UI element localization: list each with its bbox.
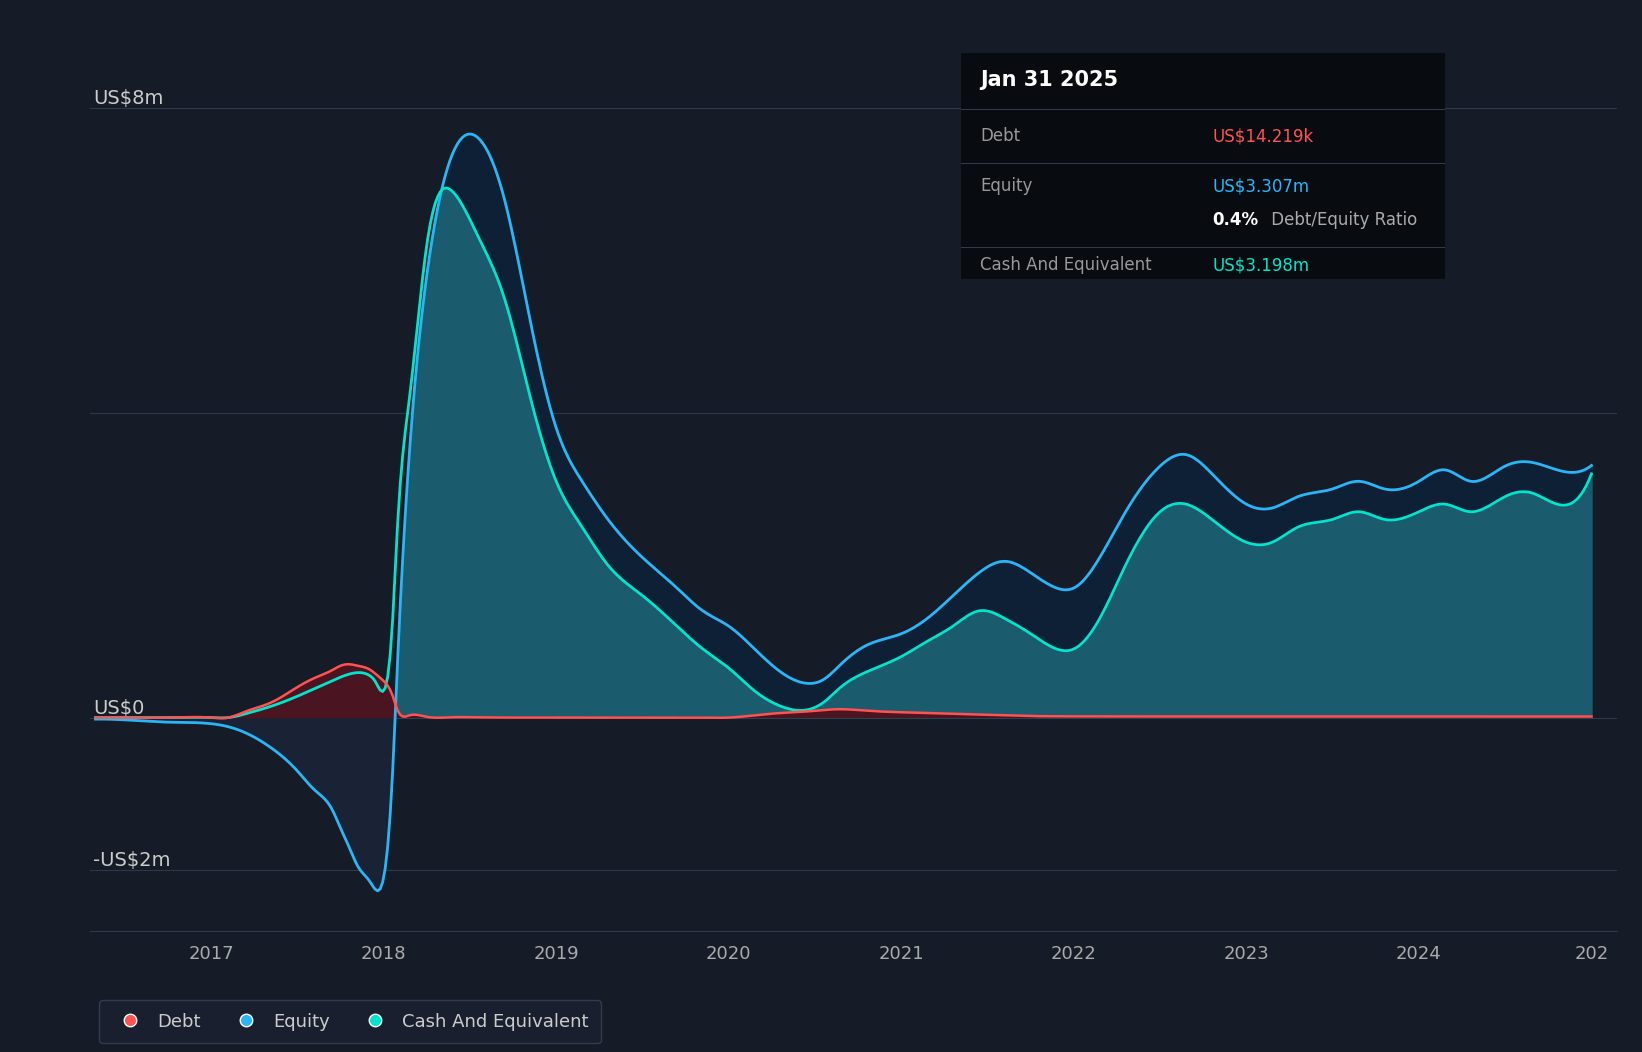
Text: US$3.198m: US$3.198m	[1212, 257, 1310, 275]
Text: 0.4%: 0.4%	[1212, 211, 1258, 229]
Text: -US$2m: -US$2m	[94, 851, 171, 870]
Text: US$0: US$0	[94, 699, 144, 717]
Text: Cash And Equivalent: Cash And Equivalent	[980, 257, 1151, 275]
Text: Debt: Debt	[980, 127, 1020, 145]
Text: US$3.307m: US$3.307m	[1212, 177, 1310, 195]
Text: US$8m: US$8m	[94, 88, 164, 107]
Legend: Debt, Equity, Cash And Equivalent: Debt, Equity, Cash And Equivalent	[99, 1000, 601, 1044]
Text: Debt/Equity Ratio: Debt/Equity Ratio	[1266, 211, 1417, 229]
Text: US$14.219k: US$14.219k	[1212, 127, 1314, 145]
Text: Jan 31 2025: Jan 31 2025	[980, 69, 1118, 89]
Text: Equity: Equity	[980, 177, 1033, 195]
